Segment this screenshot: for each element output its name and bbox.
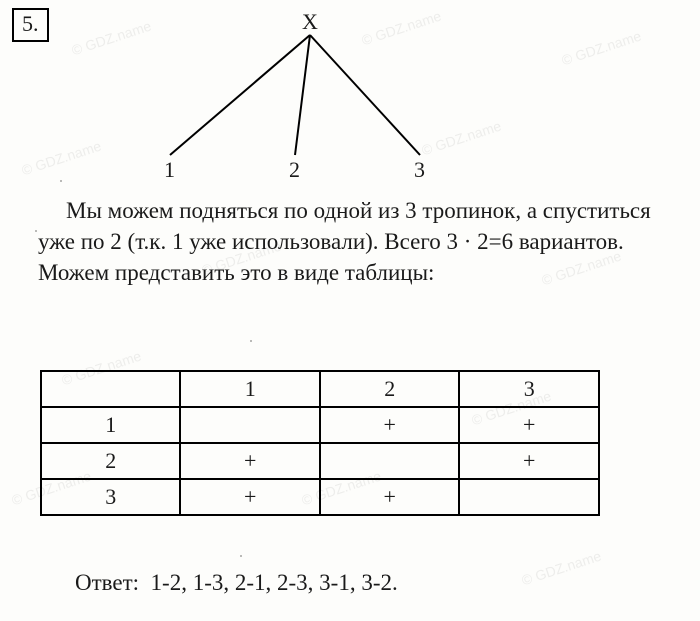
table-cell: 1 bbox=[41, 407, 180, 443]
table-cell: 3 bbox=[41, 479, 180, 515]
explanation-paragraph: Мы можем подняться по одной из 3 тропино… bbox=[38, 195, 680, 288]
table-header-cell: 1 bbox=[180, 371, 320, 407]
table-cell: 2 bbox=[41, 443, 180, 479]
table-cell bbox=[320, 443, 460, 479]
table-cell: + bbox=[180, 443, 320, 479]
watermark: © GDZ.name bbox=[520, 548, 604, 589]
table-cell: + bbox=[459, 407, 599, 443]
table-row: 2 + + bbox=[41, 443, 599, 479]
table-header-cell bbox=[41, 371, 180, 407]
tree-leaf-label: 3 bbox=[414, 157, 425, 183]
problem-number: 5. bbox=[22, 11, 39, 36]
answer-line: Ответ: 1-2, 1-3, 2-1, 2-3, 3-1, 3-2. bbox=[75, 570, 398, 596]
tree-root-label: X bbox=[302, 9, 318, 35]
table-cell bbox=[180, 407, 320, 443]
table-header-row: 1 2 3 bbox=[41, 371, 599, 407]
tree-edge bbox=[310, 35, 420, 155]
table-cell: + bbox=[320, 479, 460, 515]
problem-number-box: 5. bbox=[12, 8, 49, 42]
tree-edge bbox=[170, 35, 310, 155]
tree-edge bbox=[295, 35, 310, 155]
paragraph-text: Мы можем подняться по одной из 3 тропино… bbox=[38, 198, 651, 285]
table-row: 1 + + bbox=[41, 407, 599, 443]
table-header-cell: 2 bbox=[320, 371, 460, 407]
watermark: © GDZ.name bbox=[560, 28, 644, 69]
table-cell: + bbox=[180, 479, 320, 515]
answer-text: 1-2, 1-3, 2-1, 2-3, 3-1, 3-2. bbox=[151, 570, 398, 595]
tree-leaf-label: 2 bbox=[289, 157, 300, 183]
table-cell bbox=[459, 479, 599, 515]
table-cell: + bbox=[320, 407, 460, 443]
tree-leaf-label: 1 bbox=[164, 157, 175, 183]
table-cell: + bbox=[459, 443, 599, 479]
table-header-cell: 3 bbox=[459, 371, 599, 407]
answer-label: Ответ: bbox=[75, 570, 139, 595]
combinations-table: 1 2 3 1 + + 2 + + 3 + + bbox=[40, 370, 600, 516]
watermark: © GDZ.name bbox=[20, 138, 104, 179]
table-row: 3 + + bbox=[41, 479, 599, 515]
